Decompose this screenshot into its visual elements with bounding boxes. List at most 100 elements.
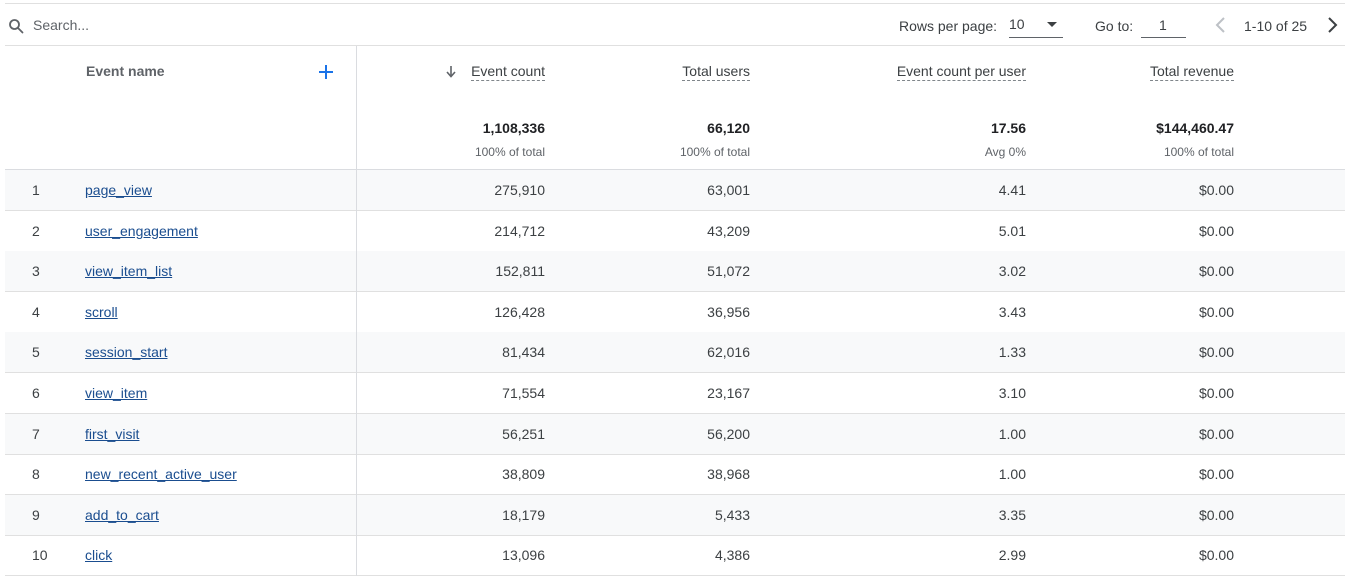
chevron-left-icon[interactable] <box>1211 14 1231 36</box>
cell-event-count: 56,251 <box>502 425 545 442</box>
cell-event-count-per-user: 1.33 <box>998 344 1026 361</box>
cell-total-users: 62,016 <box>707 344 750 361</box>
cell-total-users: 51,072 <box>707 263 750 280</box>
column-header-total-users[interactable]: Total users <box>682 63 750 81</box>
total-event-count: 1,108,336 <box>482 120 545 136</box>
row-index: 2 <box>32 222 40 239</box>
caret-down-icon <box>1047 22 1057 27</box>
column-header-total-revenue[interactable]: Total revenue <box>1149 63 1234 81</box>
goto-page-input[interactable] <box>1141 12 1186 38</box>
cell-event-count: 126,428 <box>494 303 545 320</box>
total-event-count-sub: 100% of total <box>474 145 545 159</box>
table-toolbar: Rows per page: 10 Go to: 1-10 of 25 <box>5 3 1345 46</box>
cell-event-count: 152,811 <box>495 263 545 280</box>
row-index: 4 <box>32 303 40 320</box>
cell-total-revenue: $0.00 <box>1198 385 1234 401</box>
table-row: 8 new_recent_active_user 38,809 38,968 1.00 $… <box>5 454 1345 496</box>
row-index: 6 <box>32 385 40 401</box>
row-index: 10 <box>32 547 48 564</box>
cell-event-count-per-user: 4.41 <box>998 182 1026 198</box>
event-name-link[interactable]: session_start <box>85 344 168 361</box>
table-row: 2 user_engagement 214,712 43,209 5.01 $0.00 <box>5 211 1345 252</box>
cell-total-users: 63,001 <box>707 182 750 198</box>
event-name-link[interactable]: scroll <box>85 303 118 320</box>
cell-event-count: 13,096 <box>502 547 545 564</box>
search-input[interactable] <box>33 13 333 37</box>
cell-total-revenue: $0.00 <box>1198 344 1234 361</box>
cell-total-revenue: $0.00 <box>1198 506 1234 523</box>
row-index: 3 <box>32 263 40 280</box>
column-header-event-count[interactable]: Event count <box>471 63 545 81</box>
cell-event-count-per-user: 2.99 <box>998 547 1026 564</box>
row-index: 1 <box>32 182 40 198</box>
cell-total-revenue: $0.00 <box>1198 263 1234 280</box>
table-row: 6 view_item 71,554 23,167 3.10 $0.00 <box>5 373 1345 414</box>
goto-label: Go to: <box>1095 18 1134 34</box>
cell-event-count-per-user: 3.10 <box>998 385 1026 401</box>
cell-total-revenue: $0.00 <box>1198 466 1234 483</box>
event-name-link[interactable]: new_recent_active_user <box>85 466 237 483</box>
event-name-link[interactable]: add_to_cart <box>85 506 159 523</box>
table-row: 4 scroll 126,428 36,956 3.43 $0.00 <box>5 292 1345 333</box>
arrow-down-icon[interactable] <box>446 66 456 78</box>
total-revenue: $144,460.47 <box>1156 120 1234 136</box>
cell-event-count: 214,712 <box>494 222 545 239</box>
cell-event-count: 275,910 <box>494 182 545 198</box>
total-event-count-per-user-sub: Avg 0% <box>984 145 1026 159</box>
table-row: 9 add_to_cart 18,179 5,433 3.35 $0.00 <box>5 494 1345 536</box>
chevron-right-icon[interactable] <box>1322 14 1342 36</box>
event-name-link[interactable]: view_item <box>85 385 148 401</box>
event-name-link[interactable]: user_engagement <box>85 222 198 239</box>
cell-event-count: 71,554 <box>502 385 545 401</box>
total-revenue-sub: 100% of total <box>1163 145 1234 159</box>
cell-event-count-per-user: 3.35 <box>998 506 1026 523</box>
total-users-sub: 100% of total <box>679 145 750 159</box>
table-row: 3 view_item_list 152,811 51,072 3.02 $0.00 <box>5 251 1345 293</box>
cell-total-users: 23,167 <box>707 385 750 401</box>
row-index: 5 <box>32 344 40 361</box>
cell-total-users: 43,209 <box>707 222 750 239</box>
cell-event-count: 18,179 <box>502 506 545 523</box>
event-name-link[interactable]: view_item_list <box>85 263 173 280</box>
column-header-event-name[interactable]: Event name <box>86 63 165 79</box>
cell-total-revenue: $0.00 <box>1198 222 1234 239</box>
rows-per-page-value: 10 <box>1009 16 1025 32</box>
total-users: 66,120 <box>707 120 750 136</box>
total-event-count-per-user: 17.56 <box>990 120 1026 136</box>
table-row: 5 session_start 81,434 62,016 1.33 $0.00 <box>5 332 1345 374</box>
cell-event-count-per-user: 1.00 <box>998 425 1026 442</box>
cell-event-count: 38,809 <box>502 466 545 483</box>
cell-event-count-per-user: 1.00 <box>998 466 1026 483</box>
cell-total-users: 38,968 <box>707 466 750 483</box>
cell-total-revenue: $0.00 <box>1198 425 1234 442</box>
column-header-event-count-per-user[interactable]: Event count per user <box>896 63 1026 81</box>
cell-event-count-per-user: 5.01 <box>998 222 1026 239</box>
column-divider <box>356 46 357 576</box>
cell-event-count-per-user: 3.43 <box>998 303 1026 320</box>
event-name-link[interactable]: first_visit <box>85 425 140 442</box>
cell-total-revenue: $0.00 <box>1198 182 1234 198</box>
rows-per-page-label: Rows per page: <box>899 18 998 34</box>
row-index: 7 <box>32 425 40 442</box>
search-icon[interactable] <box>8 18 24 34</box>
table-header: Event name Event count Total users Event… <box>5 46 1345 170</box>
cell-event-count-per-user: 3.02 <box>998 263 1026 280</box>
cell-total-revenue: $0.00 <box>1198 303 1234 320</box>
event-name-link[interactable]: click <box>85 547 113 564</box>
table-row: 10 click 13,096 4,386 2.99 $0.00 <box>5 535 1345 577</box>
plus-icon[interactable] <box>317 63 335 81</box>
table-row: 7 first_visit 56,251 56,200 1.00 $0.00 <box>5 413 1345 455</box>
cell-total-users: 4,386 <box>714 547 750 564</box>
cell-total-users: 56,200 <box>707 425 750 442</box>
cell-total-revenue: $0.00 <box>1198 547 1234 564</box>
row-index: 8 <box>32 466 40 483</box>
page-range: 1-10 of 25 <box>1244 18 1308 34</box>
row-index: 9 <box>32 506 40 523</box>
rows-per-page-select[interactable]: 10 <box>1009 12 1063 38</box>
events-table: Event name Event count Total users Event… <box>5 46 1345 578</box>
table-row: 1 page_view 275,910 63,001 4.41 $0.00 <box>5 170 1345 211</box>
cell-event-count: 81,434 <box>502 344 545 361</box>
event-name-link[interactable]: page_view <box>85 182 152 198</box>
cell-total-users: 5,433 <box>714 506 750 523</box>
